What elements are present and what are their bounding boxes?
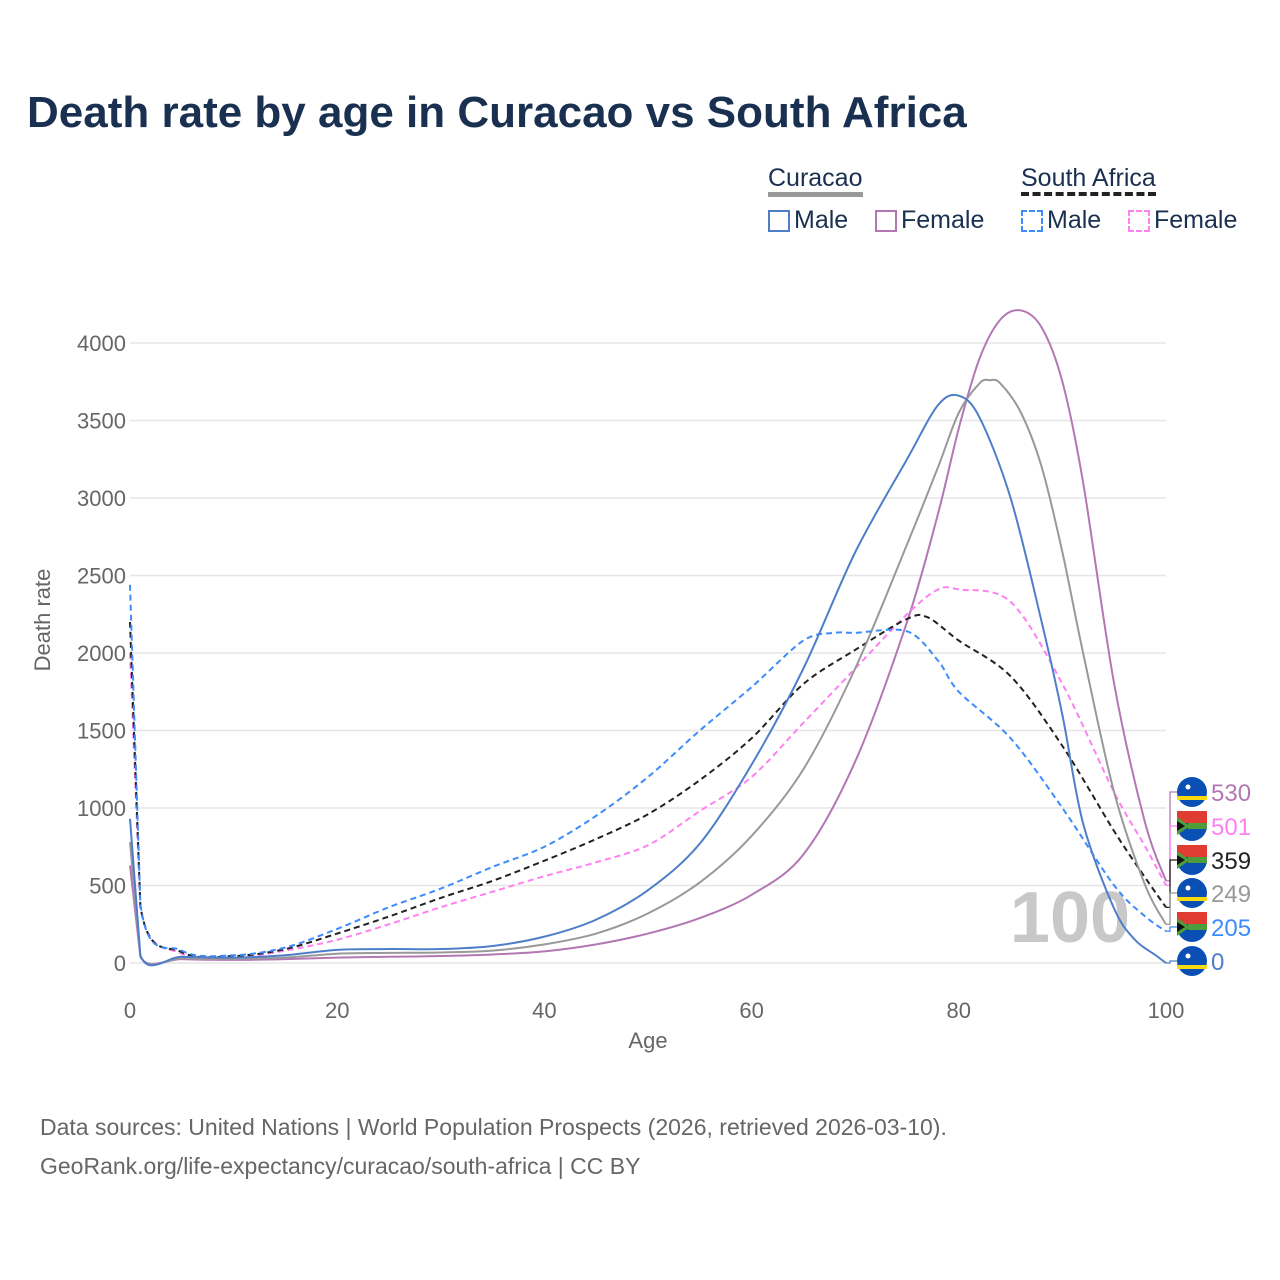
source-line-2[interactable]: GeoRank.org/life-expectancy/curacao/sout…	[40, 1153, 641, 1179]
legend-curacao-male[interactable]: Male	[768, 206, 848, 235]
curacao-flag-icon	[1177, 946, 1207, 976]
end-label-connector	[1166, 892, 1178, 926]
x-tick-label: 40	[532, 998, 556, 1023]
south-africa-flag-icon	[1177, 845, 1207, 875]
y-tick-label: 500	[89, 874, 126, 899]
legend-label: Male	[794, 206, 849, 234]
south-africa-flag-icon	[1177, 912, 1207, 942]
curacao-flag-icon	[1177, 878, 1207, 908]
x-axis-label: Age	[628, 1028, 667, 1053]
end-value-label: 0	[1211, 949, 1224, 976]
source-line-1: Data sources: United Nations | World Pop…	[40, 1114, 947, 1140]
end-value-label: 359	[1211, 848, 1251, 875]
legend-south-africa-female[interactable]: Female	[1128, 206, 1237, 235]
x-tick-label: 80	[947, 998, 971, 1023]
y-tick-label: 1500	[77, 719, 126, 744]
legend-swatch	[1128, 209, 1150, 232]
end-value-label: 249	[1211, 881, 1251, 908]
x-tick-label: 0	[124, 998, 136, 1023]
series-line-curacao-female[interactable]	[129, 309, 1167, 965]
end-label-connector	[1166, 791, 1178, 882]
series-line-south-africa-male[interactable]	[129, 584, 1167, 958]
series-line-curacao[interactable]	[129, 378, 1167, 966]
y-tick-label: 1000	[77, 796, 126, 821]
end-value-label: 530	[1211, 780, 1251, 807]
legend-label: Female	[1154, 206, 1238, 234]
y-tick-label: 2500	[77, 564, 126, 589]
end-label-connector	[1166, 926, 1178, 932]
curacao-flag-icon	[1177, 777, 1207, 807]
south-africa-flag-icon	[1177, 811, 1207, 841]
legend-label: Female	[901, 206, 985, 234]
end-label-connector	[1166, 859, 1178, 909]
legend-south-africa-male[interactable]: Male	[1021, 206, 1101, 235]
series-line-south-africa-female[interactable]	[129, 586, 1167, 960]
legend-group-south-africa[interactable]: South Africa	[1021, 164, 1156, 196]
x-tick-label: 60	[739, 998, 763, 1023]
source-note: Data sources: United Nations | World Pop…	[40, 1108, 947, 1186]
watermark-age: 100	[1010, 878, 1130, 958]
legend-swatch	[768, 209, 790, 232]
y-tick-label: 2000	[77, 641, 126, 666]
end-label-connector	[1166, 825, 1178, 886]
legend-label: Male	[1047, 206, 1102, 234]
chart-title: Death rate by age in Curacao vs South Af…	[27, 88, 967, 137]
legend-swatch	[875, 209, 897, 232]
end-value-label: 501	[1211, 814, 1251, 841]
end-value-label: 205	[1211, 915, 1251, 942]
legend-swatch	[1021, 209, 1043, 232]
x-tick-label: 20	[325, 998, 349, 1023]
legend-curacao-female[interactable]: Female	[875, 206, 984, 235]
y-tick-label: 3500	[77, 409, 126, 434]
end-label-connector	[1166, 960, 1178, 964]
y-tick-label: 4000	[77, 331, 126, 356]
y-tick-label: 3000	[77, 486, 126, 511]
y-axis-label: Death rate	[30, 569, 55, 672]
legend-group-curacao[interactable]: Curacao	[768, 164, 863, 197]
x-tick-label: 100	[1148, 998, 1185, 1023]
y-tick-label: 0	[114, 951, 126, 976]
series-line-curacao-male[interactable]	[129, 393, 1167, 967]
